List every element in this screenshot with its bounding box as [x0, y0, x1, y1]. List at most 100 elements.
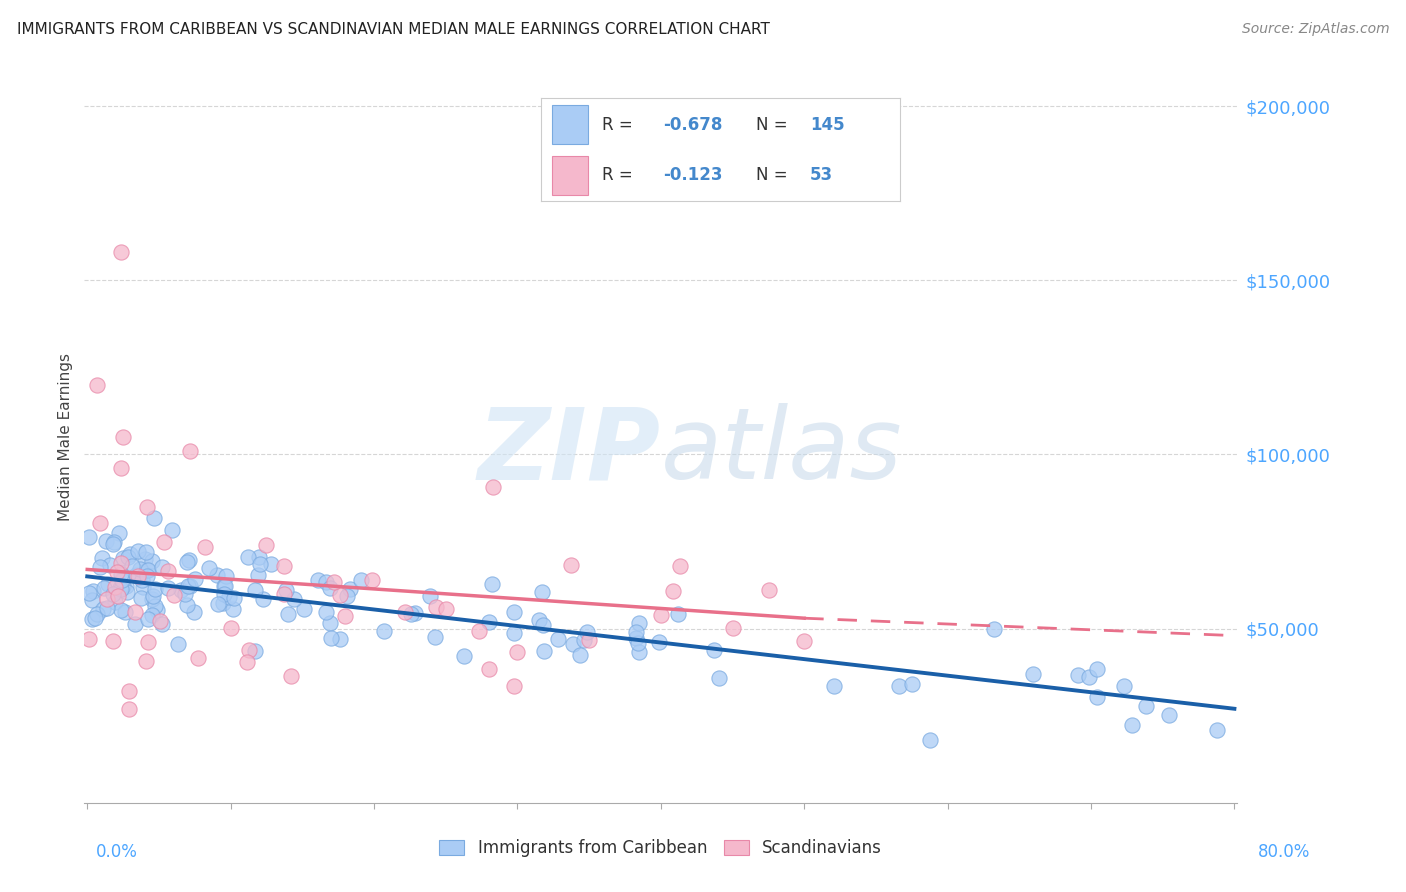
Point — [134, 552, 156, 566]
Point — [662, 584, 685, 599]
Point — [245, 583, 267, 598]
Point — [77, 530, 100, 544]
Point — [648, 634, 671, 648]
Point — [703, 643, 725, 657]
Legend: Immigrants from Caribbean, Scandinavians: Immigrants from Caribbean, Scandinavians — [433, 832, 889, 864]
Point — [142, 589, 165, 603]
Point — [627, 616, 650, 631]
Point — [127, 544, 149, 558]
Point — [758, 582, 780, 597]
Point — [1077, 670, 1099, 684]
Point — [1112, 680, 1135, 694]
Text: 145: 145 — [810, 116, 845, 134]
Point — [176, 598, 198, 612]
Text: 0.0%: 0.0% — [96, 843, 138, 861]
Point — [339, 582, 361, 596]
Point — [179, 579, 201, 593]
Point — [110, 582, 132, 597]
Point — [425, 599, 447, 614]
Point — [117, 550, 139, 565]
Point — [260, 557, 283, 571]
Point — [562, 637, 585, 651]
Point — [110, 245, 132, 260]
Point — [143, 582, 166, 596]
Point — [247, 549, 270, 564]
Point — [104, 580, 127, 594]
Point — [434, 602, 457, 616]
Point — [247, 567, 270, 582]
Point — [419, 590, 441, 604]
Point — [107, 526, 129, 541]
Point — [187, 650, 209, 665]
Point — [152, 559, 174, 574]
Point — [131, 573, 153, 587]
Point — [127, 569, 149, 583]
Point — [143, 511, 166, 525]
Text: Source: ZipAtlas.com: Source: ZipAtlas.com — [1241, 22, 1389, 37]
Point — [183, 605, 205, 619]
Point — [350, 573, 373, 587]
Point — [110, 460, 132, 475]
Point — [141, 607, 163, 622]
Point — [373, 624, 395, 638]
Point — [793, 633, 815, 648]
Text: N =: N = — [756, 116, 793, 134]
Point — [110, 567, 132, 582]
Point — [128, 569, 150, 583]
Point — [170, 582, 193, 597]
Point — [83, 611, 105, 625]
Point — [135, 654, 157, 668]
Point — [156, 581, 179, 595]
Point — [900, 677, 922, 691]
Point — [394, 605, 416, 619]
Point — [194, 540, 217, 554]
Point — [315, 605, 337, 619]
Point — [650, 608, 672, 623]
Point — [1085, 690, 1108, 705]
Point — [502, 680, 524, 694]
Point — [111, 574, 134, 588]
Point — [547, 632, 569, 647]
Point — [205, 568, 228, 582]
Point — [503, 605, 526, 619]
Point — [86, 607, 108, 622]
Point — [274, 582, 297, 597]
Point — [135, 568, 157, 582]
Point — [292, 602, 315, 616]
Point — [329, 632, 352, 646]
Point — [96, 601, 118, 615]
FancyBboxPatch shape — [553, 105, 588, 145]
Point — [277, 607, 299, 621]
Point — [560, 558, 582, 572]
Point — [90, 551, 112, 566]
Point — [93, 581, 115, 595]
Point — [478, 662, 501, 676]
Point — [129, 562, 152, 576]
Point — [252, 592, 274, 607]
Point — [141, 554, 163, 568]
Point — [89, 516, 111, 530]
Text: R =: R = — [602, 166, 638, 184]
Point — [103, 634, 125, 648]
Point — [721, 621, 744, 635]
Point — [506, 645, 529, 659]
Point — [110, 556, 132, 570]
Point — [218, 590, 240, 604]
Point — [111, 430, 134, 444]
Text: N =: N = — [756, 166, 793, 184]
Point — [624, 625, 647, 640]
Point — [143, 599, 166, 613]
Point — [141, 591, 163, 606]
Point — [167, 637, 190, 651]
Point — [129, 591, 152, 605]
Point — [118, 702, 141, 716]
Text: 80.0%: 80.0% — [1258, 843, 1310, 861]
Point — [214, 579, 236, 593]
Point — [315, 575, 337, 590]
Point — [89, 559, 111, 574]
Point — [308, 573, 330, 587]
Point — [112, 551, 135, 566]
Point — [110, 603, 132, 617]
Point — [157, 565, 180, 579]
Point — [177, 579, 200, 593]
